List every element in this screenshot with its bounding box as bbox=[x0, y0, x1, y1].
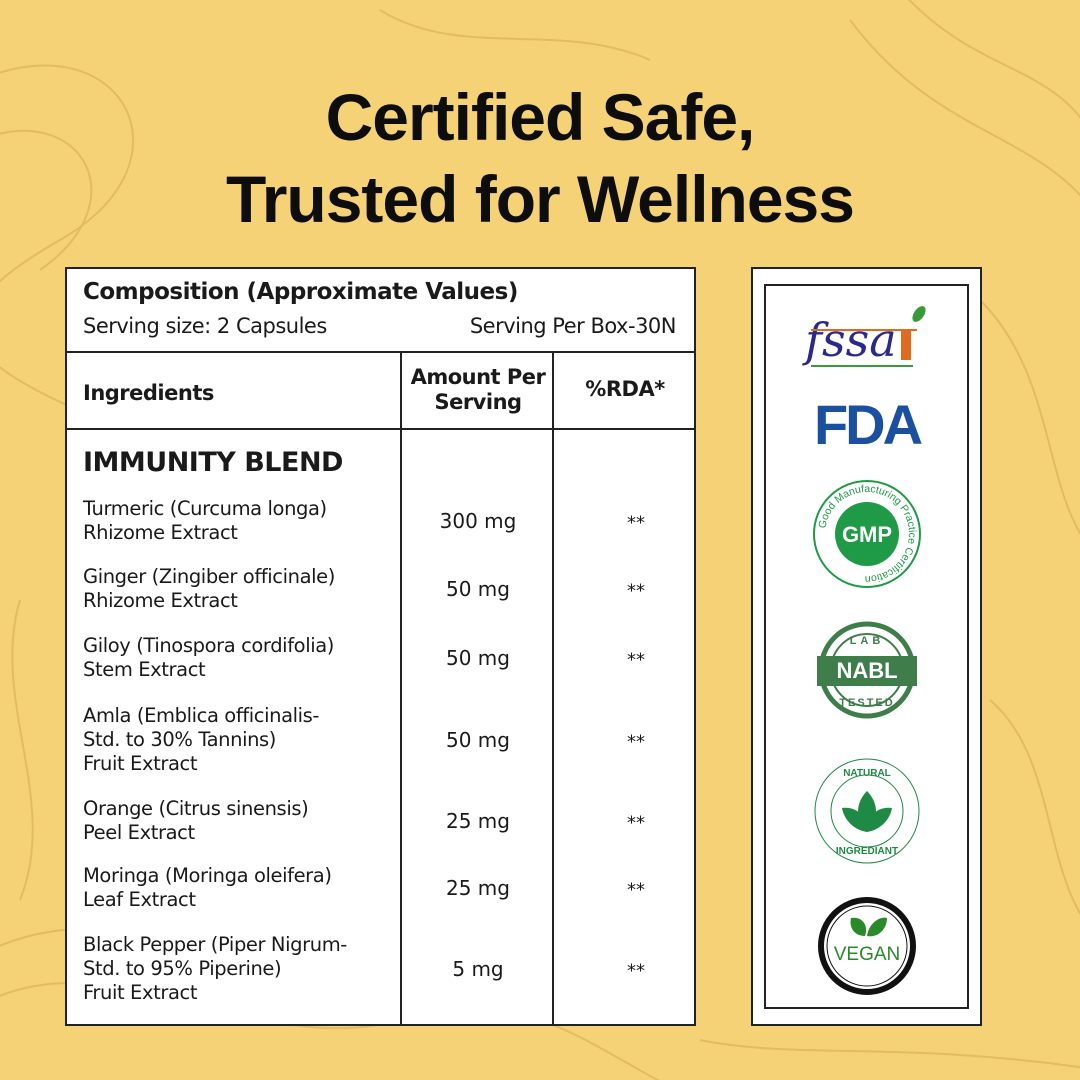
serving-size: Serving size: 2 Capsules bbox=[83, 314, 327, 338]
ingredient-line: Black Pepper (Piper Nigrum- bbox=[83, 933, 347, 956]
svg-text:TESTED: TESTED bbox=[839, 697, 894, 709]
column-headers: Ingredients Amount Per Serving %RDA* bbox=[67, 353, 694, 430]
amount-per-serving: 25 mg bbox=[446, 876, 510, 900]
nabl-badge: NABL LAB TESTED bbox=[816, 621, 917, 719]
svg-text:NABL: NABL bbox=[836, 658, 897, 683]
vegan-badge: VEGAN bbox=[817, 897, 916, 995]
rda-value: ** bbox=[627, 580, 645, 602]
svg-text:INGREDIANT: INGREDIANT bbox=[835, 846, 897, 857]
ingredient-name: Orange (Citrus sinensis) Peel Extract bbox=[83, 797, 309, 845]
ingredient-name: Black Pepper (Piper Nigrum- Std. to 95% P… bbox=[83, 933, 347, 1005]
ingredient-name: Moringa (Moringa oleifera) Leaf Extract bbox=[83, 864, 332, 912]
headline-line-2: Trusted for Wellness bbox=[226, 162, 855, 236]
ingredient-name: Amla (Emblica officinalis- Std. to 30% Ta… bbox=[83, 704, 319, 776]
headline: Certified Safe, Trusted for Wellness bbox=[0, 76, 1080, 240]
svg-text:fssa: fssa bbox=[802, 313, 897, 367]
amount-per-serving: 25 mg bbox=[446, 809, 510, 833]
rda-value: ** bbox=[627, 512, 645, 534]
column-divider bbox=[552, 353, 554, 1024]
svg-text:GMP: GMP bbox=[841, 522, 891, 547]
ingredient-line: Amla (Emblica officinalis- bbox=[83, 704, 320, 727]
ingredient-line: Std. to 30% Tannins) bbox=[83, 728, 277, 751]
composition-table: Composition (Approximate Values) Serving… bbox=[65, 267, 696, 1026]
blend-title: IMMUNITY BLEND bbox=[83, 447, 343, 478]
header-amount: Amount Per Serving bbox=[402, 365, 554, 415]
rda-value: ** bbox=[627, 731, 645, 753]
certification-panel-inner: fssa FDA Good Manufacturing Practice Cer… bbox=[764, 284, 969, 1009]
composition-title: Composition (Approximate Values) bbox=[83, 279, 518, 305]
svg-text:FDA: FDA bbox=[813, 398, 921, 450]
amount-per-serving: 50 mg bbox=[446, 646, 510, 670]
header-amount-line: Serving bbox=[434, 390, 522, 414]
ingredient-line: Fruit Extract bbox=[83, 981, 198, 1004]
svg-text:NATURAL: NATURAL bbox=[843, 768, 891, 779]
ingredient-line: Std. to 95% Piperine) bbox=[83, 957, 282, 980]
amount-per-serving: 50 mg bbox=[446, 728, 510, 752]
serving-per-box: Serving Per Box-30N bbox=[469, 314, 677, 338]
header-rda: %RDA* bbox=[585, 377, 665, 401]
rda-value: ** bbox=[627, 812, 645, 834]
ingredient-line: Orange (Citrus sinensis) bbox=[83, 797, 309, 820]
ingredient-name: Giloy (Tinospora cordifolia) Stem Extract bbox=[83, 634, 334, 682]
rda-value: ** bbox=[627, 960, 645, 982]
column-divider bbox=[400, 353, 402, 1024]
svg-text:VEGAN: VEGAN bbox=[833, 944, 900, 965]
amount-per-serving: 5 mg bbox=[452, 957, 504, 981]
svg-text:LAB: LAB bbox=[849, 635, 884, 647]
header-ingredients: Ingredients bbox=[83, 381, 214, 405]
ingredient-name: Ginger (Zingiber officinale) Rhizome Extr… bbox=[83, 565, 335, 613]
fda-logo: FDA bbox=[813, 398, 924, 450]
ingredient-line: Rhizome Extract bbox=[83, 589, 238, 612]
natural-ingredient-badge: NATURAL INGREDIANT bbox=[814, 758, 919, 864]
fssai-logo: fssa bbox=[802, 306, 926, 367]
rda-value: ** bbox=[627, 649, 645, 671]
ingredient-line: Leaf Extract bbox=[83, 888, 196, 911]
ingredient-line: Giloy (Tinospora cordifolia) bbox=[83, 634, 334, 657]
amount-per-serving: 300 mg bbox=[439, 509, 517, 533]
ingredient-line: Rhizome Extract bbox=[83, 521, 238, 544]
amount-per-serving: 50 mg bbox=[446, 577, 510, 601]
ingredient-line: Turmeric (Curcuma longa) bbox=[83, 497, 327, 520]
ingredient-name: Turmeric (Curcuma longa) Rhizome Extract bbox=[83, 497, 327, 545]
ingredient-line: Ginger (Zingiber officinale) bbox=[83, 565, 335, 588]
header-amount-line: Amount Per bbox=[410, 365, 546, 389]
ingredient-line: Fruit Extract bbox=[83, 752, 198, 775]
rda-value: ** bbox=[627, 879, 645, 901]
headline-line-1: Certified Safe, bbox=[325, 80, 756, 154]
gmp-badge: Good Manufacturing Practice Certificatio… bbox=[812, 480, 921, 588]
ingredient-line: Peel Extract bbox=[83, 821, 195, 844]
certification-panel: fssa FDA Good Manufacturing Practice Cer… bbox=[751, 267, 982, 1026]
ingredient-line: Moringa (Moringa oleifera) bbox=[83, 864, 332, 887]
ingredient-line: Stem Extract bbox=[83, 658, 206, 681]
table-header: Composition (Approximate Values) Serving… bbox=[67, 269, 694, 353]
